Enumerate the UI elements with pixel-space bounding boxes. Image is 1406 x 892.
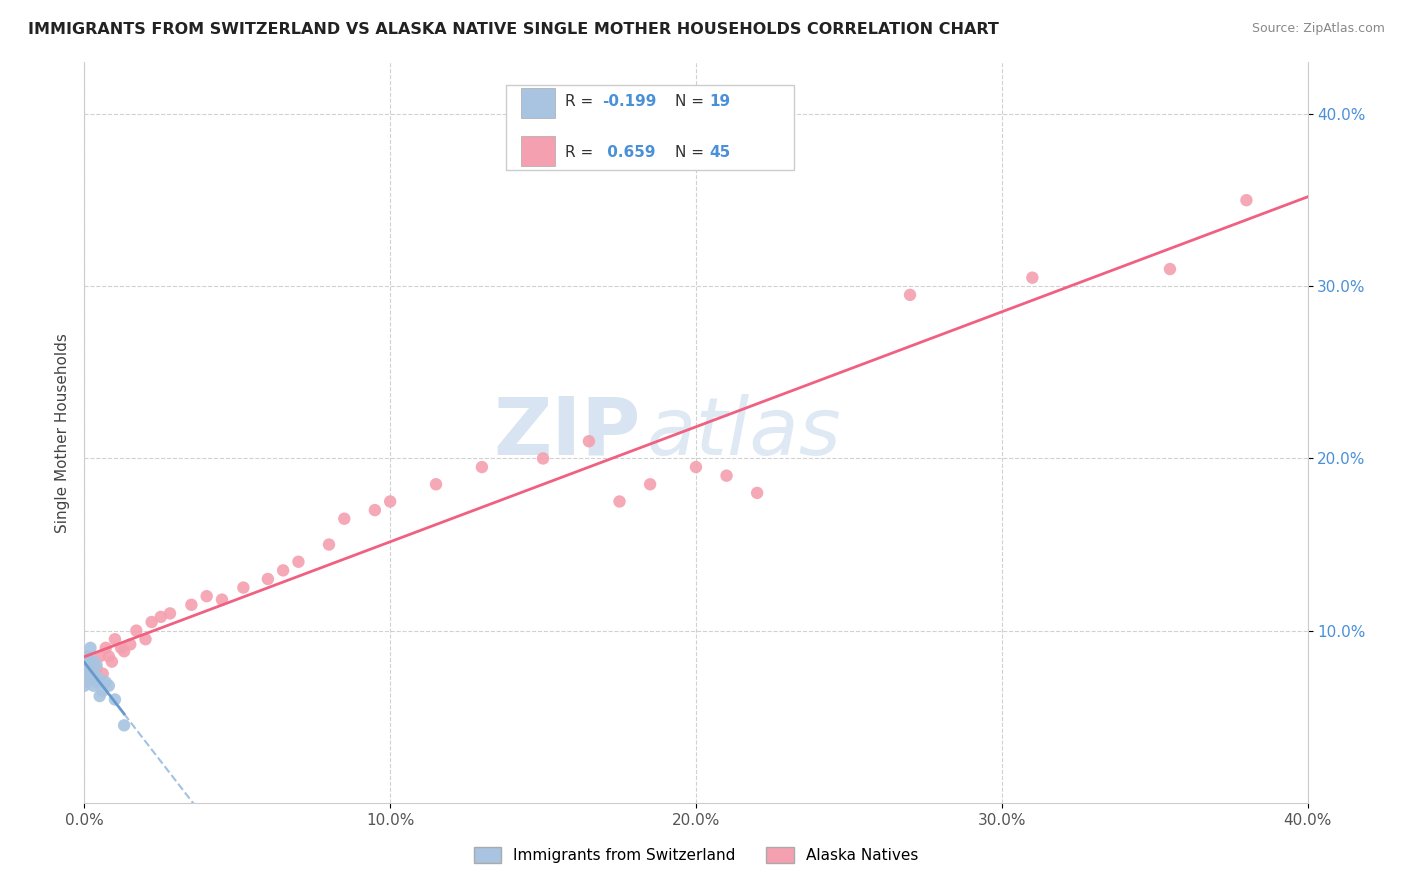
Point: [112, 644, 135, 658]
Point: [79, 672, 101, 686]
Point: [86, 661, 108, 675]
Text: N =: N =: [675, 95, 709, 109]
Point: [83, 661, 105, 675]
Point: [76, 649, 98, 664]
Text: N =: N =: [675, 145, 709, 161]
Point: [195, 589, 218, 603]
Text: ZIP: ZIP: [494, 393, 641, 472]
Point: [79, 672, 101, 686]
Point: [110, 640, 132, 655]
Point: [86, 658, 108, 673]
Point: [271, 563, 294, 577]
Point: [76, 661, 98, 675]
Text: Source: ZipAtlas.com: Source: ZipAtlas.com: [1251, 22, 1385, 36]
Point: [94, 640, 117, 655]
Point: [180, 598, 202, 612]
Point: [79, 640, 101, 655]
Point: [76, 666, 98, 681]
Point: [257, 572, 280, 586]
Point: [609, 494, 631, 508]
Point: [471, 460, 494, 475]
Point: [101, 655, 124, 669]
Point: [149, 610, 172, 624]
Point: [716, 468, 738, 483]
Point: [73, 679, 96, 693]
Point: [104, 692, 127, 706]
Point: [89, 649, 111, 664]
Point: [76, 666, 98, 681]
Point: [364, 503, 387, 517]
Point: [125, 624, 148, 638]
Point: [211, 592, 233, 607]
Text: atlas: atlas: [647, 393, 842, 472]
Point: [232, 581, 254, 595]
Point: [1159, 262, 1181, 277]
Point: [86, 675, 108, 690]
Text: R =: R =: [565, 145, 598, 161]
Point: [76, 649, 98, 664]
Point: [97, 679, 120, 693]
Point: [333, 512, 356, 526]
FancyBboxPatch shape: [506, 85, 794, 169]
Point: [318, 537, 340, 551]
Point: [135, 632, 157, 647]
Point: [79, 658, 101, 673]
Point: [83, 666, 105, 681]
Y-axis label: Single Mother Households: Single Mother Households: [55, 333, 70, 533]
Point: [120, 637, 142, 651]
Point: [898, 288, 921, 302]
Point: [425, 477, 447, 491]
Legend: Immigrants from Switzerland, Alaska Natives: Immigrants from Switzerland, Alaska Nati…: [467, 841, 925, 869]
Point: [97, 649, 120, 664]
Text: 19: 19: [710, 95, 731, 109]
Point: [91, 666, 114, 681]
Point: [73, 675, 96, 690]
Point: [578, 434, 600, 449]
Point: [94, 675, 117, 690]
Point: [91, 684, 114, 698]
Point: [89, 672, 111, 686]
Point: [380, 494, 402, 508]
Point: [89, 689, 111, 703]
Text: IMMIGRANTS FROM SWITZERLAND VS ALASKA NATIVE SINGLE MOTHER HOUSEHOLDS CORRELATIO: IMMIGRANTS FROM SWITZERLAND VS ALASKA NA…: [28, 22, 1000, 37]
Point: [531, 451, 554, 466]
Text: -0.199: -0.199: [602, 95, 657, 109]
Point: [287, 555, 309, 569]
Point: [638, 477, 661, 491]
Point: [112, 718, 135, 732]
Text: 0.659: 0.659: [602, 145, 655, 161]
Point: [1236, 193, 1258, 207]
FancyBboxPatch shape: [522, 88, 555, 118]
Point: [685, 460, 707, 475]
Text: R =: R =: [565, 95, 598, 109]
Point: [1021, 270, 1043, 285]
Point: [747, 486, 769, 500]
Text: 45: 45: [710, 145, 731, 161]
Point: [83, 679, 105, 693]
Point: [79, 658, 101, 673]
Point: [104, 632, 127, 647]
FancyBboxPatch shape: [522, 136, 555, 166]
Point: [83, 655, 105, 669]
Point: [159, 607, 181, 621]
Point: [141, 615, 163, 629]
